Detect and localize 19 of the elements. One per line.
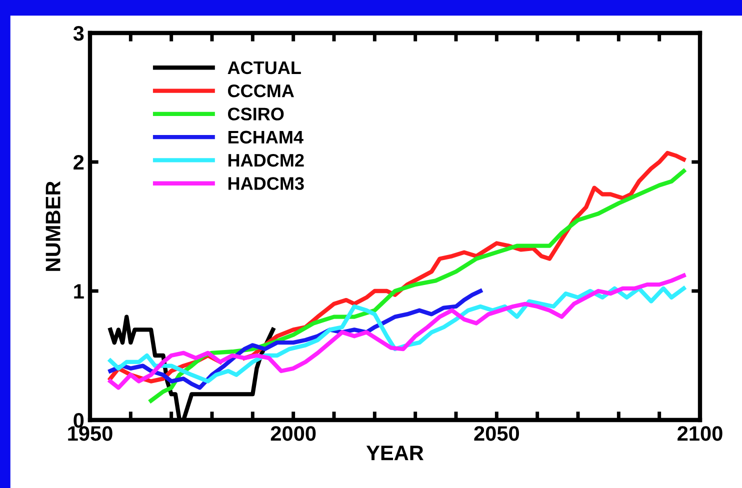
legend-label: CSIRO	[228, 108, 284, 120]
x-tick-label: 2050	[474, 426, 519, 441]
line-series	[108, 286, 686, 384]
x-tick-label: 1950	[68, 426, 112, 441]
legend-label: ECHAM4	[228, 130, 304, 144]
y-tick-label: 3	[73, 26, 84, 41]
legend-label: HADCM3	[228, 177, 304, 190]
x-tick-label: 2100	[678, 426, 722, 441]
y-tick-label: 0	[74, 413, 84, 428]
y-tick-label: 2	[74, 155, 84, 170]
legend-label: HADCM2	[228, 154, 304, 167]
line-series	[148, 168, 686, 403]
legend-label: CCCMA	[228, 84, 294, 98]
legend-label: ACTUAL	[228, 61, 301, 74]
y-tick-label: 1	[74, 284, 84, 299]
y-axis-title: NUMBER	[46, 181, 60, 271]
x-tick-label: 2000	[270, 426, 316, 441]
x-axis-title: YEAR	[366, 446, 424, 460]
line-series	[108, 273, 686, 390]
